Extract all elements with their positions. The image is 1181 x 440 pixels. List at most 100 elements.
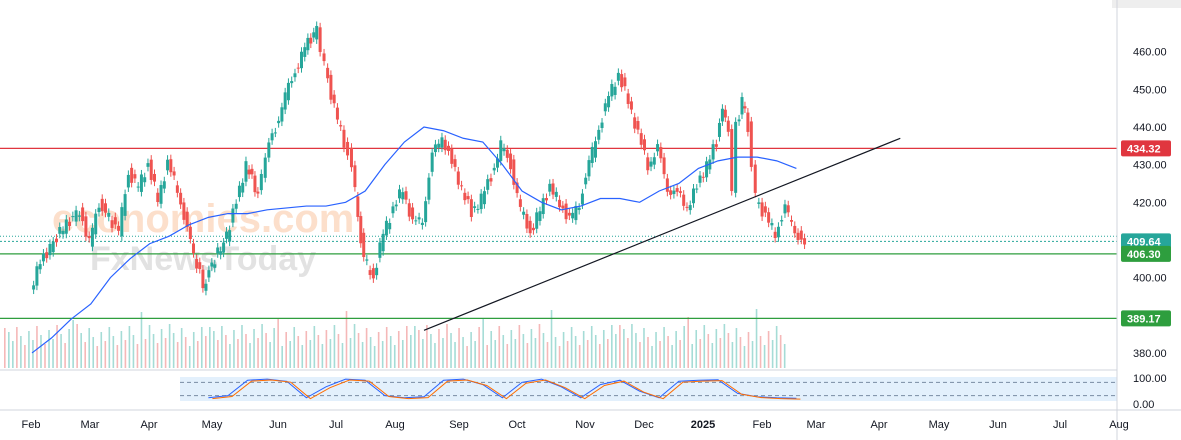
volume-bar <box>229 344 231 368</box>
volume-bar <box>164 338 167 368</box>
candle-body <box>793 225 797 234</box>
moving-average-line <box>31 126 797 354</box>
candle-body <box>213 264 217 268</box>
candle-body <box>639 133 643 145</box>
candle-body <box>192 243 196 254</box>
candle-body <box>620 74 624 88</box>
volume-bar <box>365 328 368 368</box>
volume-bar <box>120 331 123 368</box>
volume-bar <box>100 332 103 368</box>
candle-body <box>306 37 310 51</box>
candle-body <box>633 117 637 129</box>
candle-body <box>783 204 787 214</box>
candle-body <box>97 207 101 213</box>
volume-bar <box>349 338 352 368</box>
candle-body <box>404 191 408 200</box>
volume-bar <box>474 341 476 368</box>
candle-body <box>496 158 499 168</box>
candle-body <box>685 206 689 208</box>
candle-body <box>322 53 326 62</box>
volume-bar <box>289 341 292 368</box>
volume-bar <box>180 328 183 368</box>
volume-bar <box>566 341 569 368</box>
volume-bar <box>719 338 722 368</box>
volume-bar <box>60 334 62 368</box>
candle-body <box>649 161 653 167</box>
time-tick-label: Jul <box>329 419 343 431</box>
volume-bar <box>631 324 633 368</box>
volume-bar <box>92 337 95 368</box>
candle-body <box>309 37 313 44</box>
volume-bar <box>28 331 30 368</box>
volume-bar <box>542 333 545 368</box>
volume-bar <box>96 346 99 368</box>
candle-body <box>339 125 343 127</box>
candle-body <box>68 221 72 227</box>
volume-bar <box>325 330 328 368</box>
candle-body <box>512 159 516 185</box>
candle-body <box>518 199 522 207</box>
volume-bar <box>345 311 348 368</box>
volume-bar <box>357 333 360 368</box>
candle-body <box>48 243 52 256</box>
candle-body <box>652 157 656 165</box>
volume-bar <box>56 325 58 368</box>
volume-bar <box>305 331 308 368</box>
volume-bar <box>647 337 649 368</box>
volume-bar <box>550 310 553 368</box>
volume-bar <box>369 337 372 368</box>
volume-bar <box>775 326 778 368</box>
volume-bar <box>486 345 488 368</box>
candle-body <box>87 236 91 239</box>
volume-bar <box>751 341 754 368</box>
volume-bar <box>253 329 255 368</box>
candle-body <box>437 143 441 148</box>
price-tick-label: 430.00 <box>1133 160 1167 172</box>
volume-bar <box>663 327 665 368</box>
volume-bar <box>265 333 267 368</box>
volume-bar <box>80 333 82 368</box>
candle-body <box>564 203 568 220</box>
candle-body <box>695 188 699 190</box>
candle-body <box>600 122 604 129</box>
volume-bar <box>639 342 641 368</box>
volume-bar <box>594 335 597 368</box>
volume-bar <box>590 326 593 368</box>
volume-bar <box>602 330 605 368</box>
volume-bar <box>739 337 742 368</box>
candle-body <box>509 153 513 170</box>
volume-bar <box>703 325 706 368</box>
volume-bar <box>313 326 316 368</box>
candle-body <box>394 204 398 207</box>
candle-body <box>577 207 581 211</box>
candle-body <box>551 183 555 195</box>
candle-body <box>216 247 220 254</box>
volume-bar <box>546 342 549 368</box>
candle-body <box>90 227 94 247</box>
candle-body <box>760 202 764 217</box>
volume-bar <box>574 336 577 368</box>
candle-body <box>610 84 614 97</box>
volume-bar <box>582 331 585 368</box>
candle-body <box>283 92 287 110</box>
candle-body <box>440 137 444 148</box>
candle-body <box>353 165 357 188</box>
volume-bar <box>213 331 215 368</box>
volume-bar <box>261 324 263 368</box>
candle-body <box>244 161 248 182</box>
volume-bar <box>470 332 472 368</box>
volume-bar <box>132 335 135 368</box>
candle-body <box>300 51 303 69</box>
volume-bar <box>675 331 677 368</box>
volume-bar <box>32 340 34 368</box>
candle-body <box>711 144 715 160</box>
candle-body <box>169 159 173 173</box>
candle-body <box>522 211 526 215</box>
candle-body <box>113 217 117 225</box>
volume-bar <box>578 345 581 368</box>
volume-bar <box>735 328 738 368</box>
candle-body <box>662 157 666 175</box>
candle-body <box>597 129 601 140</box>
candle-body <box>362 232 366 258</box>
